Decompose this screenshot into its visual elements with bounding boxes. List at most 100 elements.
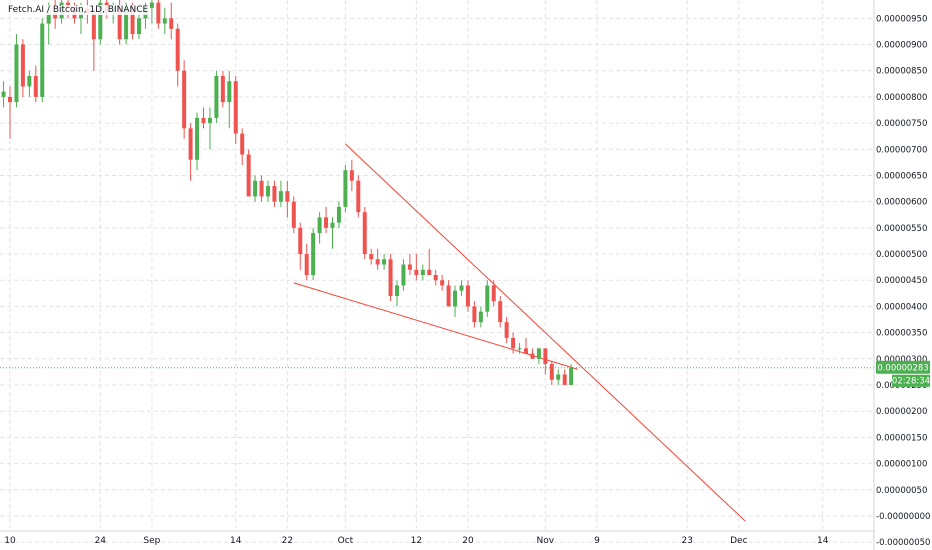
candle (240, 128, 245, 165)
price-tick-label: 0.00000750 (876, 119, 927, 129)
candle-body (233, 81, 238, 134)
candle (511, 332, 516, 354)
candle-body (407, 264, 412, 270)
candle (233, 75, 238, 145)
candle (285, 180, 290, 218)
candle (162, 7, 167, 35)
candle-body (33, 75, 38, 97)
candle (14, 34, 19, 108)
candle-body (536, 348, 541, 359)
chart-grid (0, 0, 874, 543)
time-tick-label: 20 (462, 536, 474, 546)
candle-body (201, 117, 206, 124)
candle-body (156, 2, 161, 24)
time-tick-label: Dec (730, 536, 747, 546)
candle (336, 201, 341, 228)
candle-body (356, 180, 361, 213)
candle (304, 243, 309, 281)
candle (330, 217, 335, 249)
candle (556, 369, 561, 385)
candle-body (498, 301, 503, 323)
candle (440, 275, 445, 291)
candle (349, 159, 354, 192)
candle (156, 0, 161, 29)
countdown-tag-bg (892, 374, 930, 387)
candle-body (336, 206, 341, 223)
time-tick-label: Nov (537, 536, 555, 546)
candle (491, 280, 496, 307)
candle-body (266, 185, 270, 197)
candle (446, 280, 451, 307)
candle (201, 107, 206, 129)
candle-body (485, 285, 490, 312)
candle (259, 175, 264, 202)
time-tick-label: Sep (143, 536, 160, 546)
candle-body (388, 259, 393, 296)
time-tick-label: Oct (338, 536, 354, 546)
price-axis[interactable]: 0.00000950 0.00000900 0.00000850 0.00000800… (873, 0, 930, 550)
candle-body (511, 337, 516, 349)
candle-body (246, 154, 251, 197)
candle-body (465, 285, 470, 307)
candle-body (517, 348, 522, 350)
last-price-tag-bg (876, 360, 930, 374)
candle (453, 285, 458, 317)
price-tick-label: 0.00000900 (876, 41, 927, 51)
candle (401, 259, 406, 291)
candle-body (278, 191, 283, 202)
candle-body (46, 13, 51, 24)
candle-body (375, 259, 380, 265)
price-tick-label: 0.00000450 (876, 276, 927, 286)
candle (246, 149, 251, 197)
price-tick-label: 0.00000500 (876, 250, 927, 260)
candle-body (414, 269, 419, 275)
candle-body (427, 269, 432, 275)
candle-body (195, 117, 200, 160)
candle-body (298, 227, 303, 255)
price-tick-label: 0.00000300 (876, 355, 927, 365)
candle-body (27, 75, 32, 87)
candle (182, 60, 187, 139)
candle-body (14, 44, 19, 103)
price-tick-label: 0.00000100 (876, 460, 927, 470)
time-axis[interactable]: 10 24 Sep 14 22 Oct 12 20 Nov 9 23 Dec 14 (0, 530, 874, 546)
candle-body (188, 128, 193, 160)
candle (195, 112, 200, 171)
price-tick-label: 0.00000150 (876, 433, 927, 443)
countdown-label: 02:28:34 (892, 377, 930, 387)
candle-body (240, 133, 245, 155)
candle (27, 70, 32, 97)
trendline-group (293, 143, 746, 522)
candle (272, 180, 277, 207)
candle-body (253, 180, 258, 197)
candle-body (524, 348, 528, 354)
candle (266, 180, 270, 202)
candle-body (349, 170, 354, 181)
candle-body (324, 217, 329, 228)
candle-body (401, 264, 406, 286)
candle (388, 254, 393, 302)
candle (485, 280, 490, 317)
candle (214, 70, 219, 124)
candle (20, 39, 25, 97)
time-tick-label: 14 (230, 536, 242, 546)
price-tick-label: 0.00000800 (876, 93, 927, 103)
candle-body (549, 364, 554, 380)
symbol-title[interactable]: Fetch.AI / Bitcoin, 1D, BINANCE (6, 5, 151, 15)
candle (356, 175, 361, 218)
candle-body (149, 2, 154, 8)
candle-body (420, 269, 425, 275)
candle-body (227, 81, 232, 103)
candle-body (395, 285, 399, 296)
candle (530, 348, 535, 359)
candle-body (162, 18, 167, 24)
candle-body (272, 185, 277, 202)
time-tick-label: 23 (682, 536, 693, 546)
price-tick-label: 0.00000600 (876, 198, 927, 208)
candle (549, 361, 554, 385)
candle (543, 348, 548, 375)
candle (407, 254, 412, 275)
candle (1, 81, 6, 108)
candle-body (330, 222, 335, 228)
